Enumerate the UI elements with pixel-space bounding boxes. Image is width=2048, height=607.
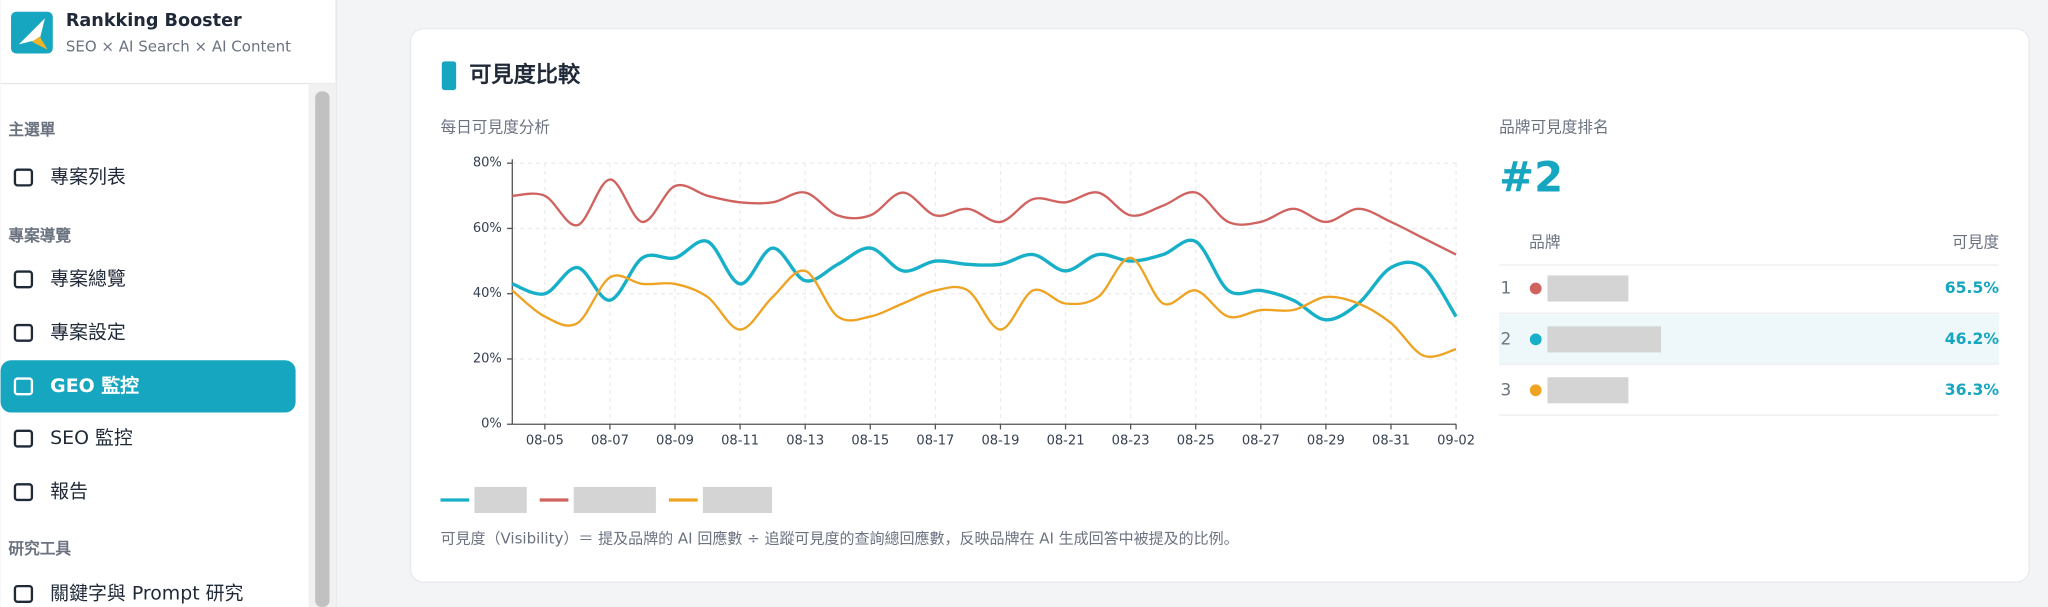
menu-item[interactable]: 報告 (50, 481, 88, 503)
sidebar (0, 0, 337, 607)
x-tick-label: 08-11 (721, 434, 759, 449)
menu-icon (13, 270, 34, 289)
chart-title: 每日可見度分析 (440, 117, 550, 136)
rank-number: #2 (1499, 153, 1563, 202)
table-header: 可見度 (1952, 232, 1999, 251)
brand-redacted (1547, 326, 1662, 353)
series-line (511, 256, 1457, 358)
legend-redacted (702, 486, 773, 514)
menu-icon (13, 377, 34, 396)
menu-section: 主選單 (8, 120, 55, 139)
x-tick-label: 08-19 (981, 434, 1019, 449)
menu-section: 專案導覽 (8, 226, 71, 245)
x-tick-label: 08-17 (916, 434, 954, 449)
brand: Rankking Booster (66, 11, 242, 31)
visibility-value: 46.2% (1945, 329, 2000, 348)
brand-dot (1529, 333, 1542, 346)
brand-dot (1529, 384, 1542, 397)
series-line (511, 238, 1458, 322)
x-tick-label: 08-15 (851, 434, 889, 449)
menu-icon (13, 323, 34, 342)
x-tick-label: 08-07 (591, 434, 629, 449)
card (409, 28, 2030, 583)
menu-icon (13, 483, 34, 502)
menu-icon (13, 429, 34, 448)
x-tick-label: 08-13 (786, 434, 824, 449)
menu-item[interactable]: 專案設定 (50, 321, 126, 343)
x-tick-label: 08-25 (1177, 434, 1215, 449)
ranking-title: 品牌可見度排名 (1499, 117, 1609, 136)
legend-redacted (474, 486, 527, 514)
brand-redacted (1547, 275, 1629, 302)
y-tick-label: 60% (473, 221, 502, 236)
menu-icon (13, 168, 34, 187)
menu-section: 研究工具 (8, 539, 71, 558)
brand-redacted (1547, 377, 1629, 404)
menu-item[interactable]: SEO 監控 (50, 427, 133, 449)
visibility-value: 65.5% (1945, 278, 2000, 297)
rank: 3 (1500, 379, 1511, 399)
footnote: 可見度（Visibility）＝ 提及品牌的 AI 回應數 ÷ 追蹤可見度的查詢… (440, 530, 1238, 548)
series-line (512, 178, 1457, 256)
x-tick-label: 09-02 (1437, 434, 1475, 449)
tagline: SEO × AI Search × AI Content (66, 37, 291, 55)
brand-dot (1529, 282, 1542, 295)
x-tick-label: 08-29 (1307, 434, 1345, 449)
y-tick-label: 20% (473, 351, 502, 366)
rank: 2 (1500, 328, 1511, 348)
rank: 1 (1500, 277, 1511, 297)
menu-item[interactable]: 關鍵字與 Prompt 研究 (50, 582, 243, 604)
scrollbar-thumb[interactable] (315, 91, 330, 607)
menu-item[interactable]: GEO 監控 (50, 374, 139, 397)
title-marker (441, 61, 457, 91)
x-tick-label: 08-31 (1372, 434, 1410, 449)
visibility-value: 36.3% (1945, 380, 2000, 399)
legend-redacted (573, 486, 656, 514)
card-title: 可見度比較 (469, 61, 581, 88)
menu-item[interactable]: 專案列表 (50, 166, 126, 188)
x-tick-label: 08-27 (1242, 434, 1280, 449)
x-tick-label: 08-21 (1047, 434, 1085, 449)
menu-item[interactable]: 專案總覽 (50, 268, 126, 290)
y-tick-label: 40% (473, 286, 502, 301)
y-tick-label: 80% (473, 156, 502, 171)
x-tick-label: 08-09 (656, 434, 694, 449)
y-tick-label: 0% (481, 417, 502, 432)
active-pill (0, 360, 296, 413)
menu-icon (13, 584, 34, 603)
x-tick-label: 08-05 (526, 434, 564, 449)
table-header: 品牌 (1529, 232, 1560, 251)
logo (11, 11, 53, 54)
x-tick-label: 08-23 (1112, 434, 1150, 449)
